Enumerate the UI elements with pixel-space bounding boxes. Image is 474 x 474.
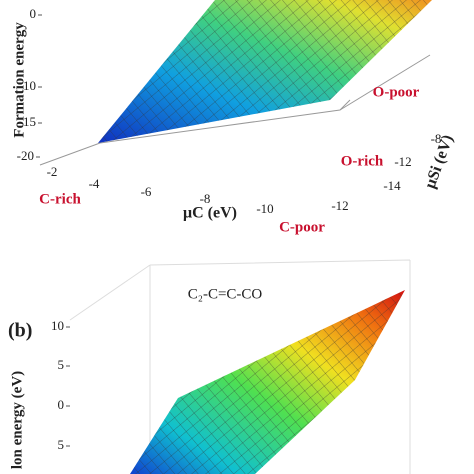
x-tick-label: -2 — [47, 164, 58, 179]
z-tick-label: 10 — [51, 318, 64, 333]
x-tick-label: -10 — [256, 201, 273, 216]
z-tick-label: 5 — [58, 357, 65, 372]
y-tick-label: -14 — [383, 178, 401, 193]
axis-box — [39, 99, 351, 166]
z-tick-label: 10 — [23, 78, 36, 93]
z-axis-label: lon energy (eV) — [9, 371, 25, 469]
panel-label: (b) — [8, 320, 32, 342]
x-tick-label: -8 — [200, 191, 211, 206]
z-axis-label: Formation energy — [11, 22, 27, 138]
y-tick-label: -12 — [394, 154, 411, 169]
x-axis-label: μC (eV) — [183, 205, 237, 222]
annotation: O-poor — [373, 84, 420, 100]
panel-a: Formation energy μC (eV) μSi (eV) C-rich… — [11, 0, 457, 235]
annotation: O-rich — [341, 153, 384, 169]
z-tick-label: 0 — [58, 397, 65, 412]
annotation: C-poor — [279, 219, 325, 235]
surface-mesh — [98, 0, 432, 143]
x-tick-label: -6 — [141, 184, 152, 199]
surface-mesh — [130, 290, 405, 474]
axis-box — [69, 259, 411, 474]
x-tick-label: -12 — [331, 198, 348, 213]
z-tick-label: -20 — [17, 148, 34, 163]
z-tick-label: 5 — [58, 437, 65, 452]
x-tick-label: -4 — [89, 176, 100, 191]
panel-b: (b) C₂-C=C-CO lon energy (eV) — [8, 259, 411, 474]
z-tick-label: 0 — [30, 6, 37, 21]
z-tick-label: 15 — [23, 114, 36, 129]
axis-box — [339, 54, 431, 111]
chart-title: C₂-C=C-CO — [188, 286, 263, 302]
annotation: C-rich — [39, 191, 81, 207]
y-tick-label: -8 — [431, 131, 442, 146]
